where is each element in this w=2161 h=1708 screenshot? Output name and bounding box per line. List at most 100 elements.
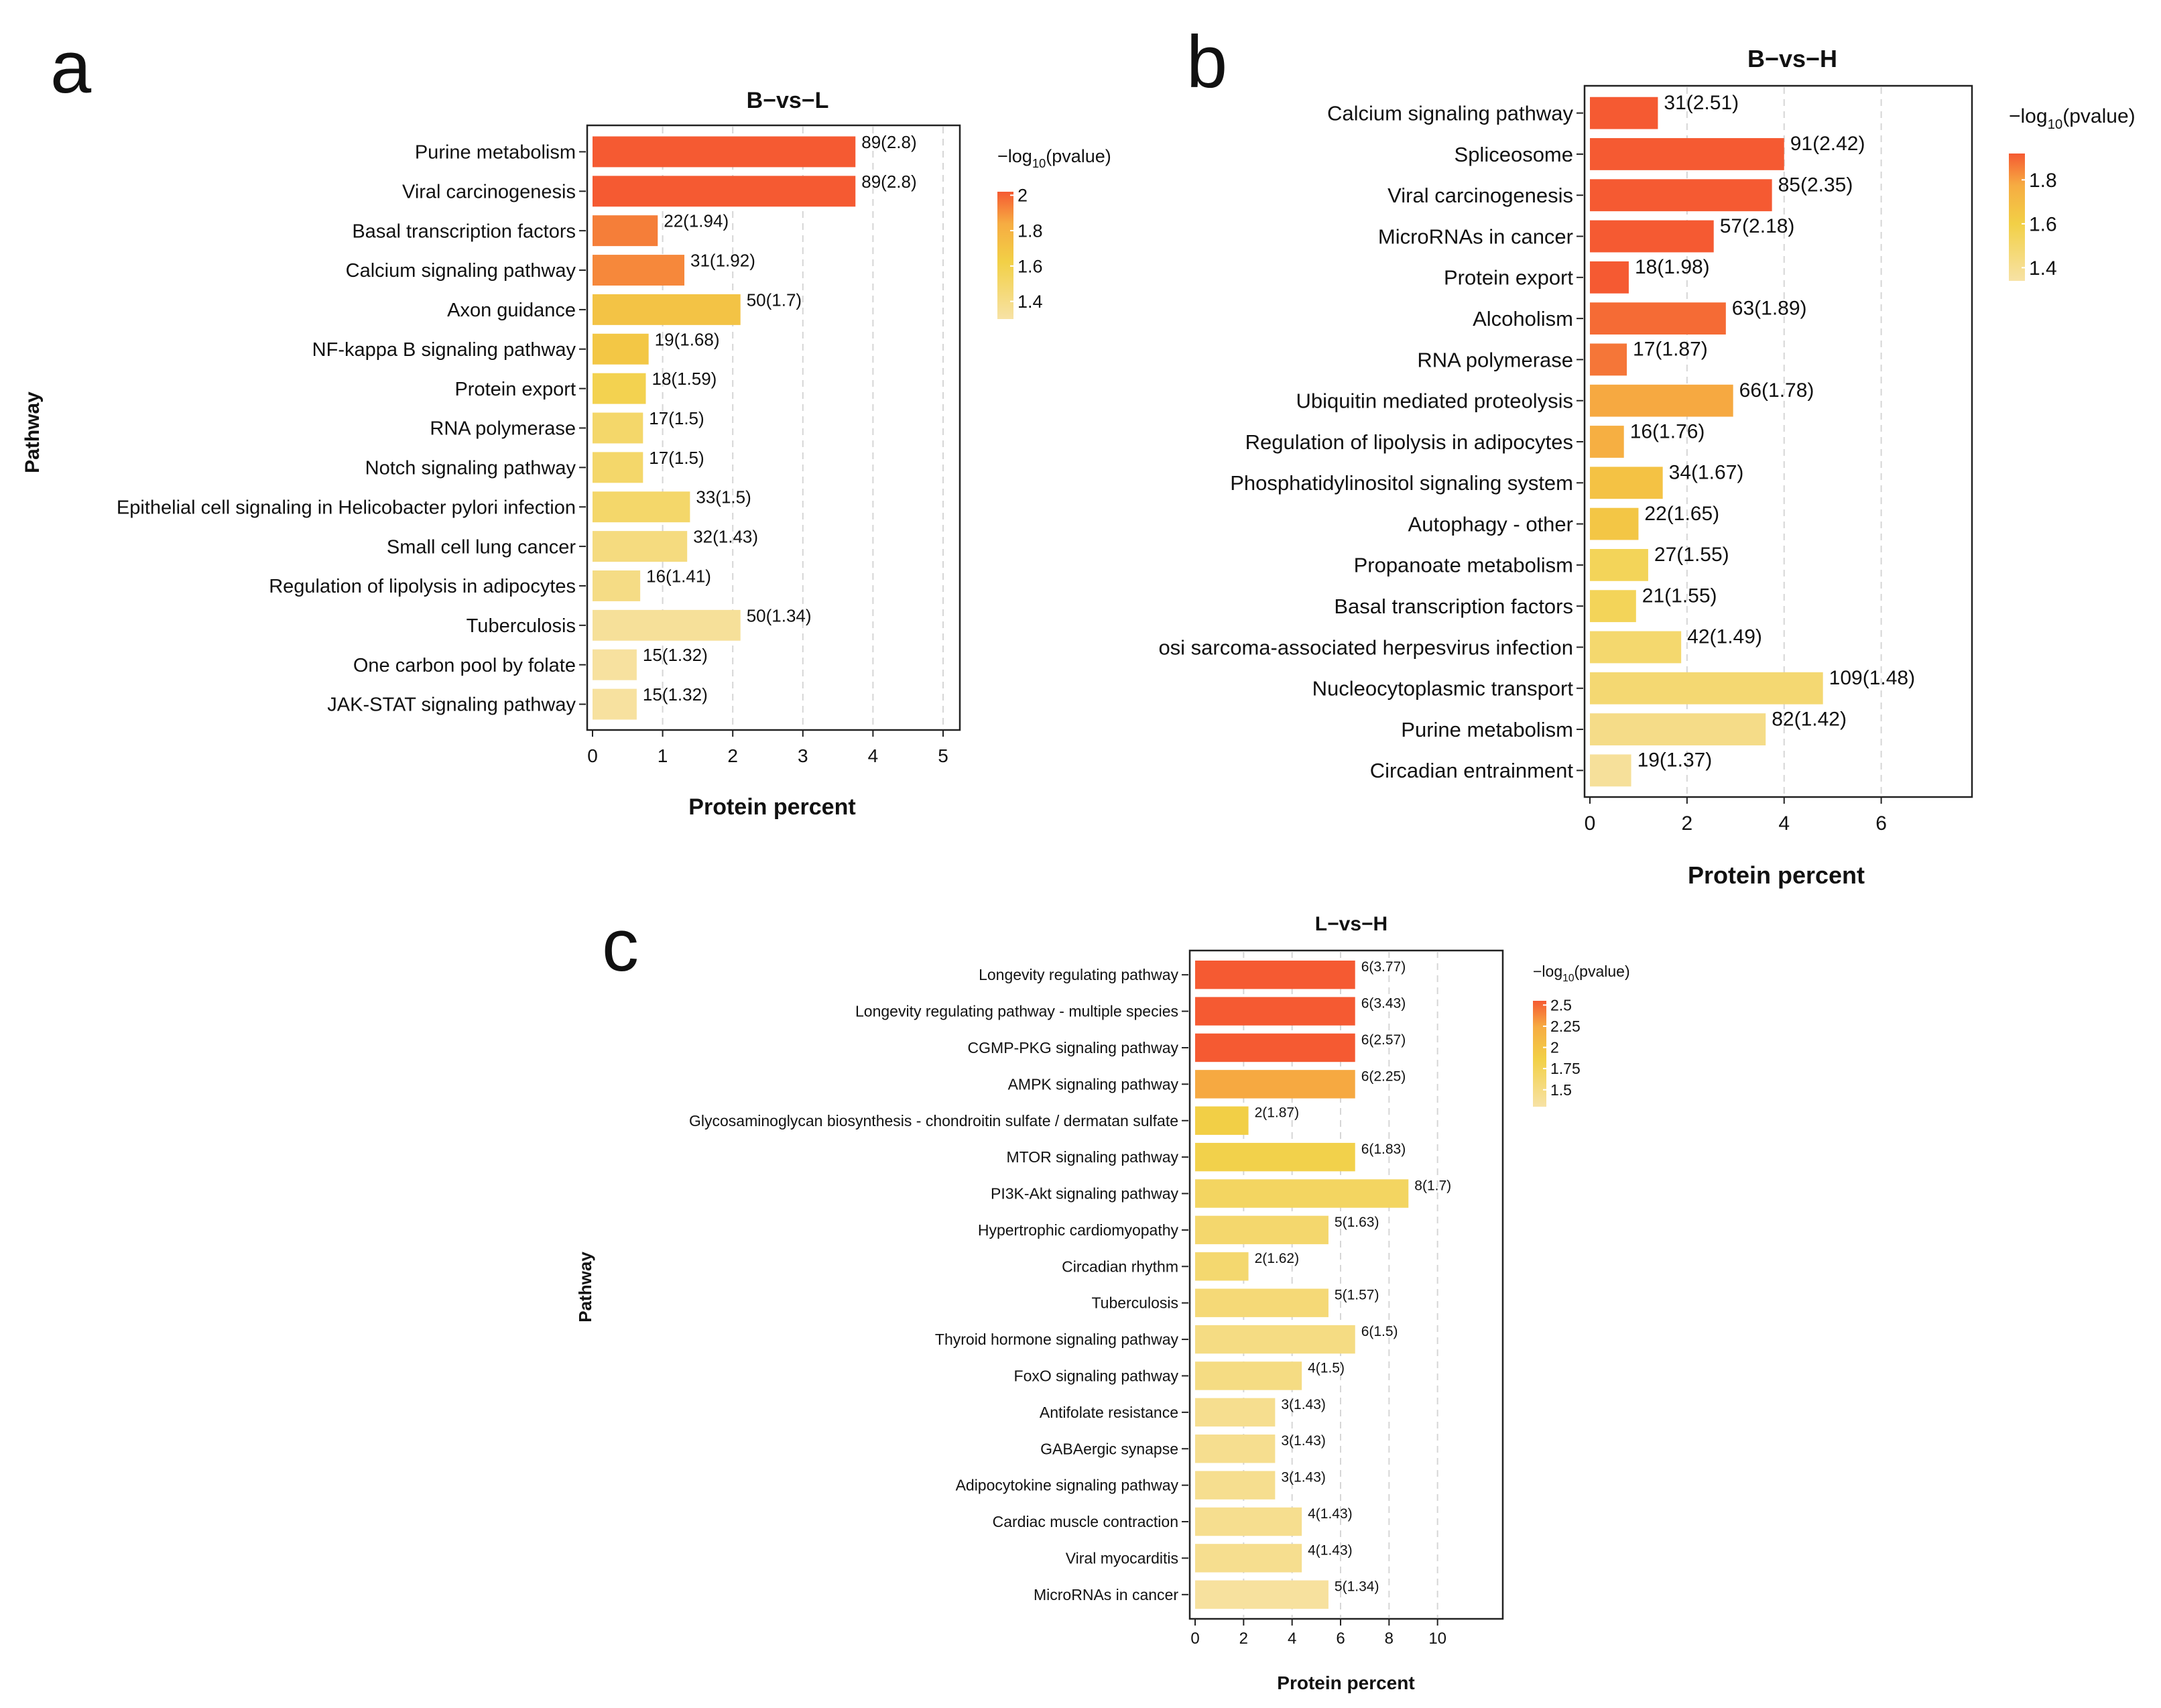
x-tick-label: 5 [938,745,948,766]
bar [593,176,856,207]
bar-value-label: 3(1.43) [1281,1433,1326,1449]
bar-value-label: 6(1.5) [1361,1324,1398,1339]
bars [1590,97,1823,787]
x-tick-label: 4 [1778,812,1790,835]
bar-labels: 89(2.8) 89(2.8) 22(1.94) 31(1.92) 50(1.7) 19(… [643,132,917,705]
category-label: Tuberculosis [467,615,576,637]
category-label: Calcium signaling pathway [346,260,576,282]
bar-value-label: 17(1.5) [649,448,704,468]
color-legend: −log10(pvalue) 1.8 1.6 1.4 [2009,105,2136,281]
bar-value-label: 18(1.59) [652,369,717,389]
bar [1195,1580,1329,1609]
bar [1195,960,1355,989]
category-label: Autophagy - other [1408,512,1573,536]
bar [1195,997,1355,1026]
bar-value-label: 2(1.62) [1255,1251,1300,1266]
color-legend: −log10(pvalue) 2.5 2.25 2 1.75 1.5 [1533,963,1630,1107]
bar-labels: 31(2.51) 91(2.42) 85(2.35) 57(2.18) 18(1.98)… [1630,92,1915,772]
y-axis-title: Pathway [575,1252,595,1323]
category-label: Viral carcinogenesis [1387,184,1573,207]
category-label: Longevity regulating pathway [979,966,1178,983]
bar-value-label: 31(2.51) [1664,92,1739,114]
bar [1195,1361,1302,1390]
bar-value-label: 27(1.55) [1654,544,1729,566]
panel-b: b B−vs−H 31(2.51) 91(2.42) 85(2.35) 57(2.18… [1158,21,2135,889]
category-label: PI3K-Akt signaling pathway [991,1185,1178,1203]
category-label: Hypertrophic cardiomyopathy [978,1221,1179,1239]
bar [1590,713,1766,745]
category-label: Circadian entrainment [1370,759,1574,782]
chart-title: B−vs−L [747,88,829,113]
legend-title: −log10(pvalue) [2009,105,2136,132]
x-tick-label: 2 [1682,812,1693,835]
panel-letter-c: c [602,904,639,987]
bar [1195,1398,1276,1427]
bar [1195,1215,1329,1245]
x-tick-label: 0 [587,745,598,766]
legend-title: −log10(pvalue) [1533,963,1630,984]
bar-value-label: 34(1.67) [1669,462,1744,484]
bar-value-label: 5(1.57) [1335,1288,1379,1303]
bar-value-label: 8(1.7) [1414,1178,1451,1193]
category-label: Phosphatidylinositol signaling system [1230,471,1573,495]
bar-value-label: 6(3.43) [1361,995,1406,1011]
x-tick-label: 2 [727,745,738,766]
bar-value-label: 6(2.57) [1361,1032,1406,1048]
bar [1195,1252,1249,1281]
legend-tick-label: 1.4 [2029,257,2057,280]
bar-value-label: 6(2.25) [1361,1069,1406,1084]
gridlines [1243,951,1438,1618]
x-tick-label: 4 [868,745,879,766]
plot-frame [1188,949,1504,1620]
bar-value-label: 17(1.87) [1633,339,1708,361]
bar-value-label: 19(1.37) [1638,749,1713,772]
bar [1195,1507,1302,1536]
bar [1590,672,1823,705]
bar [593,688,637,720]
x-ticks: 0 1 2 3 4 5 [587,730,948,766]
bars [593,136,856,720]
bar [1590,631,1682,664]
x-axis-title: Protein percent [1277,1672,1414,1693]
bar-value-label: 22(1.94) [664,211,729,231]
category-label: Basal transcription factors [1334,595,1573,618]
bar-value-label: 6(1.83) [1361,1142,1406,1157]
bar [1590,507,1639,540]
chart-title: B−vs−H [1747,45,1837,72]
bar [1195,1544,1302,1573]
bar [593,491,690,523]
bar-value-label: 57(2.18) [1720,215,1795,237]
bar-value-label: 5(1.34) [1335,1579,1379,1595]
chart-title: L−vs−H [1315,913,1387,935]
bar [1590,179,1772,212]
legend-tick-label: 1.5 [1550,1081,1572,1099]
x-tick-label: 3 [798,745,808,766]
bar [1590,220,1714,253]
bar [1590,302,1726,335]
category-label: Calcium signaling pathway [1327,101,1574,125]
bar-value-label: 50(1.34) [747,605,812,625]
x-tick-label: 0 [1190,1630,1199,1648]
gridlines [1686,87,1882,796]
x-ticks: 0 2 4 6 8 10 [1190,1619,1446,1648]
bar [1590,754,1631,787]
bar [593,531,688,562]
bar-value-label: 16(1.41) [646,566,711,586]
bar [1195,1435,1276,1463]
x-tick-label: 10 [1428,1630,1446,1648]
bar [593,136,856,168]
category-label: Epithelial cell signaling in Helicobacte… [117,497,576,518]
bar [1590,467,1663,499]
panel-a: a B−vs−L 89(2.8) 89(2.8) 22(1.94) 31(1.92) 5… [21,26,1111,820]
bar-value-label: 3(1.43) [1281,1470,1326,1485]
x-tick-label: 6 [1875,812,1887,835]
bar-value-label: 89(2.8) [861,132,916,152]
bar-value-label: 63(1.89) [1732,297,1807,319]
category-label: MicroRNAs in cancer [1378,225,1573,248]
category-label: Regulation of lipolysis in adipocytes [269,576,576,597]
legend-tick-label: 1.6 [2029,213,2057,235]
gridlines [662,127,944,729]
bar [1195,1142,1355,1172]
bar-value-label: 15(1.32) [643,684,708,705]
bar [593,373,646,404]
